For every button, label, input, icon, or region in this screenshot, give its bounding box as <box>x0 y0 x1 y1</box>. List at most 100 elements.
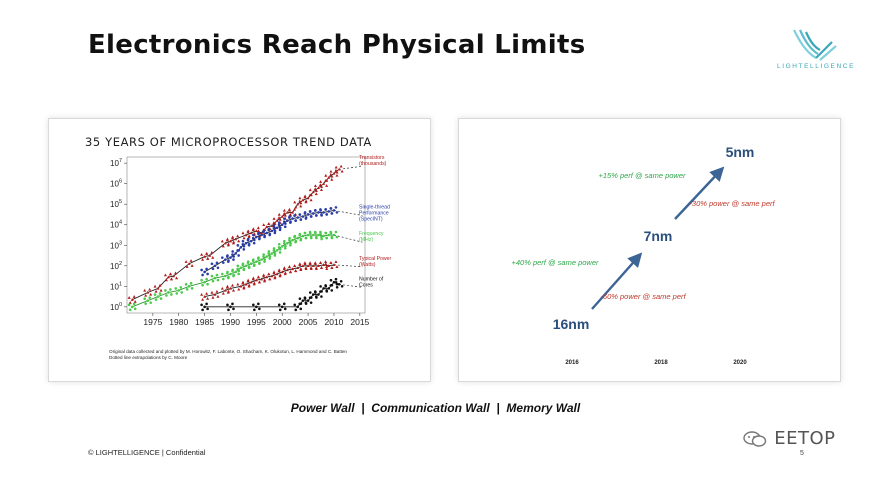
data-point <box>255 305 258 309</box>
data-point <box>309 215 313 218</box>
data-point <box>335 282 339 286</box>
data-point <box>273 229 277 233</box>
data-point <box>275 249 279 252</box>
data-point <box>334 168 338 172</box>
data-point <box>133 300 137 303</box>
data-point <box>309 296 313 299</box>
data-point <box>146 290 150 294</box>
data-point <box>289 270 293 274</box>
data-point <box>206 296 210 300</box>
data-point <box>127 303 131 307</box>
data-point <box>224 274 227 278</box>
data-point <box>322 211 325 214</box>
data-point <box>306 233 310 237</box>
x-tick-label: 2005 <box>299 317 318 327</box>
data-point <box>205 302 208 306</box>
lightelligence-logo-icon <box>793 29 837 61</box>
data-point <box>291 238 294 242</box>
data-point <box>320 185 324 188</box>
data-point <box>247 242 251 246</box>
data-point <box>288 238 291 242</box>
data-point <box>169 272 173 276</box>
data-point <box>148 287 152 291</box>
trend-chart: 1975 1980 1985 1990 1995 2000 2005 2010 2015 100 1… <box>110 155 392 327</box>
data-point <box>174 271 178 275</box>
data-point <box>298 196 302 200</box>
data-point <box>170 277 174 281</box>
node-scaling-panel: 2016 2018 2020 16nm 7nm 5nm +40% perf @ same p… <box>458 118 841 382</box>
data-point <box>296 266 300 270</box>
data-point <box>272 224 276 228</box>
data-point <box>334 206 338 209</box>
data-point <box>324 285 328 288</box>
data-point <box>263 278 267 282</box>
plot-frame <box>126 156 366 314</box>
scaling-arrow <box>674 166 725 220</box>
data-point <box>262 253 265 256</box>
data-point <box>251 227 255 231</box>
data-point <box>257 231 260 235</box>
data-point <box>244 241 248 245</box>
data-point <box>322 263 326 266</box>
data-point <box>319 209 322 212</box>
data-point <box>308 291 312 294</box>
data-point <box>282 266 286 270</box>
data-point <box>221 244 225 248</box>
data-point <box>258 236 261 240</box>
y-tick-label: 105 <box>110 199 122 209</box>
data-point <box>167 291 170 294</box>
data-point <box>206 307 209 311</box>
data-point <box>273 275 277 279</box>
series-label: Single-thread Performance (SpecINT) <box>359 204 390 222</box>
data-point <box>249 231 253 235</box>
data-point <box>329 278 333 282</box>
x-tick-label: 2000 <box>273 317 292 327</box>
data-point <box>270 252 274 255</box>
copyright-notice: © LIGHTELLIGENCE | Confidential <box>88 448 206 457</box>
data-point <box>319 230 322 234</box>
data-point <box>211 295 215 299</box>
data-point <box>294 239 298 243</box>
data-point <box>267 252 270 255</box>
data-point <box>227 275 230 279</box>
data-point <box>200 303 203 307</box>
data-point <box>203 270 206 274</box>
data-point <box>329 169 333 173</box>
x-tick-label: 1990 <box>221 317 240 327</box>
data-point <box>298 297 302 300</box>
data-point <box>200 252 204 256</box>
data-point <box>288 215 291 218</box>
data-point <box>298 213 302 216</box>
data-point <box>251 236 255 240</box>
data-point <box>277 246 281 249</box>
chart-title: 35 YEARS OF MICROPROCESSOR TREND DATA <box>85 135 372 149</box>
data-point <box>283 271 287 275</box>
data-point <box>263 234 266 238</box>
data-point <box>144 293 148 297</box>
data-point <box>268 277 272 281</box>
data-point <box>270 274 274 278</box>
data-point <box>278 273 282 277</box>
data-point <box>189 282 193 285</box>
data-point <box>303 262 307 265</box>
data-point <box>241 231 245 235</box>
data-point <box>236 267 239 271</box>
data-point <box>285 210 289 214</box>
data-point <box>273 252 277 255</box>
data-point <box>324 262 328 265</box>
data-point <box>332 233 336 237</box>
data-point <box>324 208 328 211</box>
data-point <box>314 209 317 212</box>
data-point <box>232 258 235 261</box>
data-point <box>317 211 320 214</box>
data-point <box>313 184 317 187</box>
series-label: Transistors (thousands) <box>359 155 387 167</box>
data-point <box>282 211 286 215</box>
data-point <box>234 237 238 241</box>
data-point <box>289 241 292 245</box>
data-point <box>226 254 229 257</box>
data-point <box>242 244 246 248</box>
data-point <box>190 264 194 267</box>
data-point <box>258 307 261 311</box>
data-point <box>319 261 323 264</box>
